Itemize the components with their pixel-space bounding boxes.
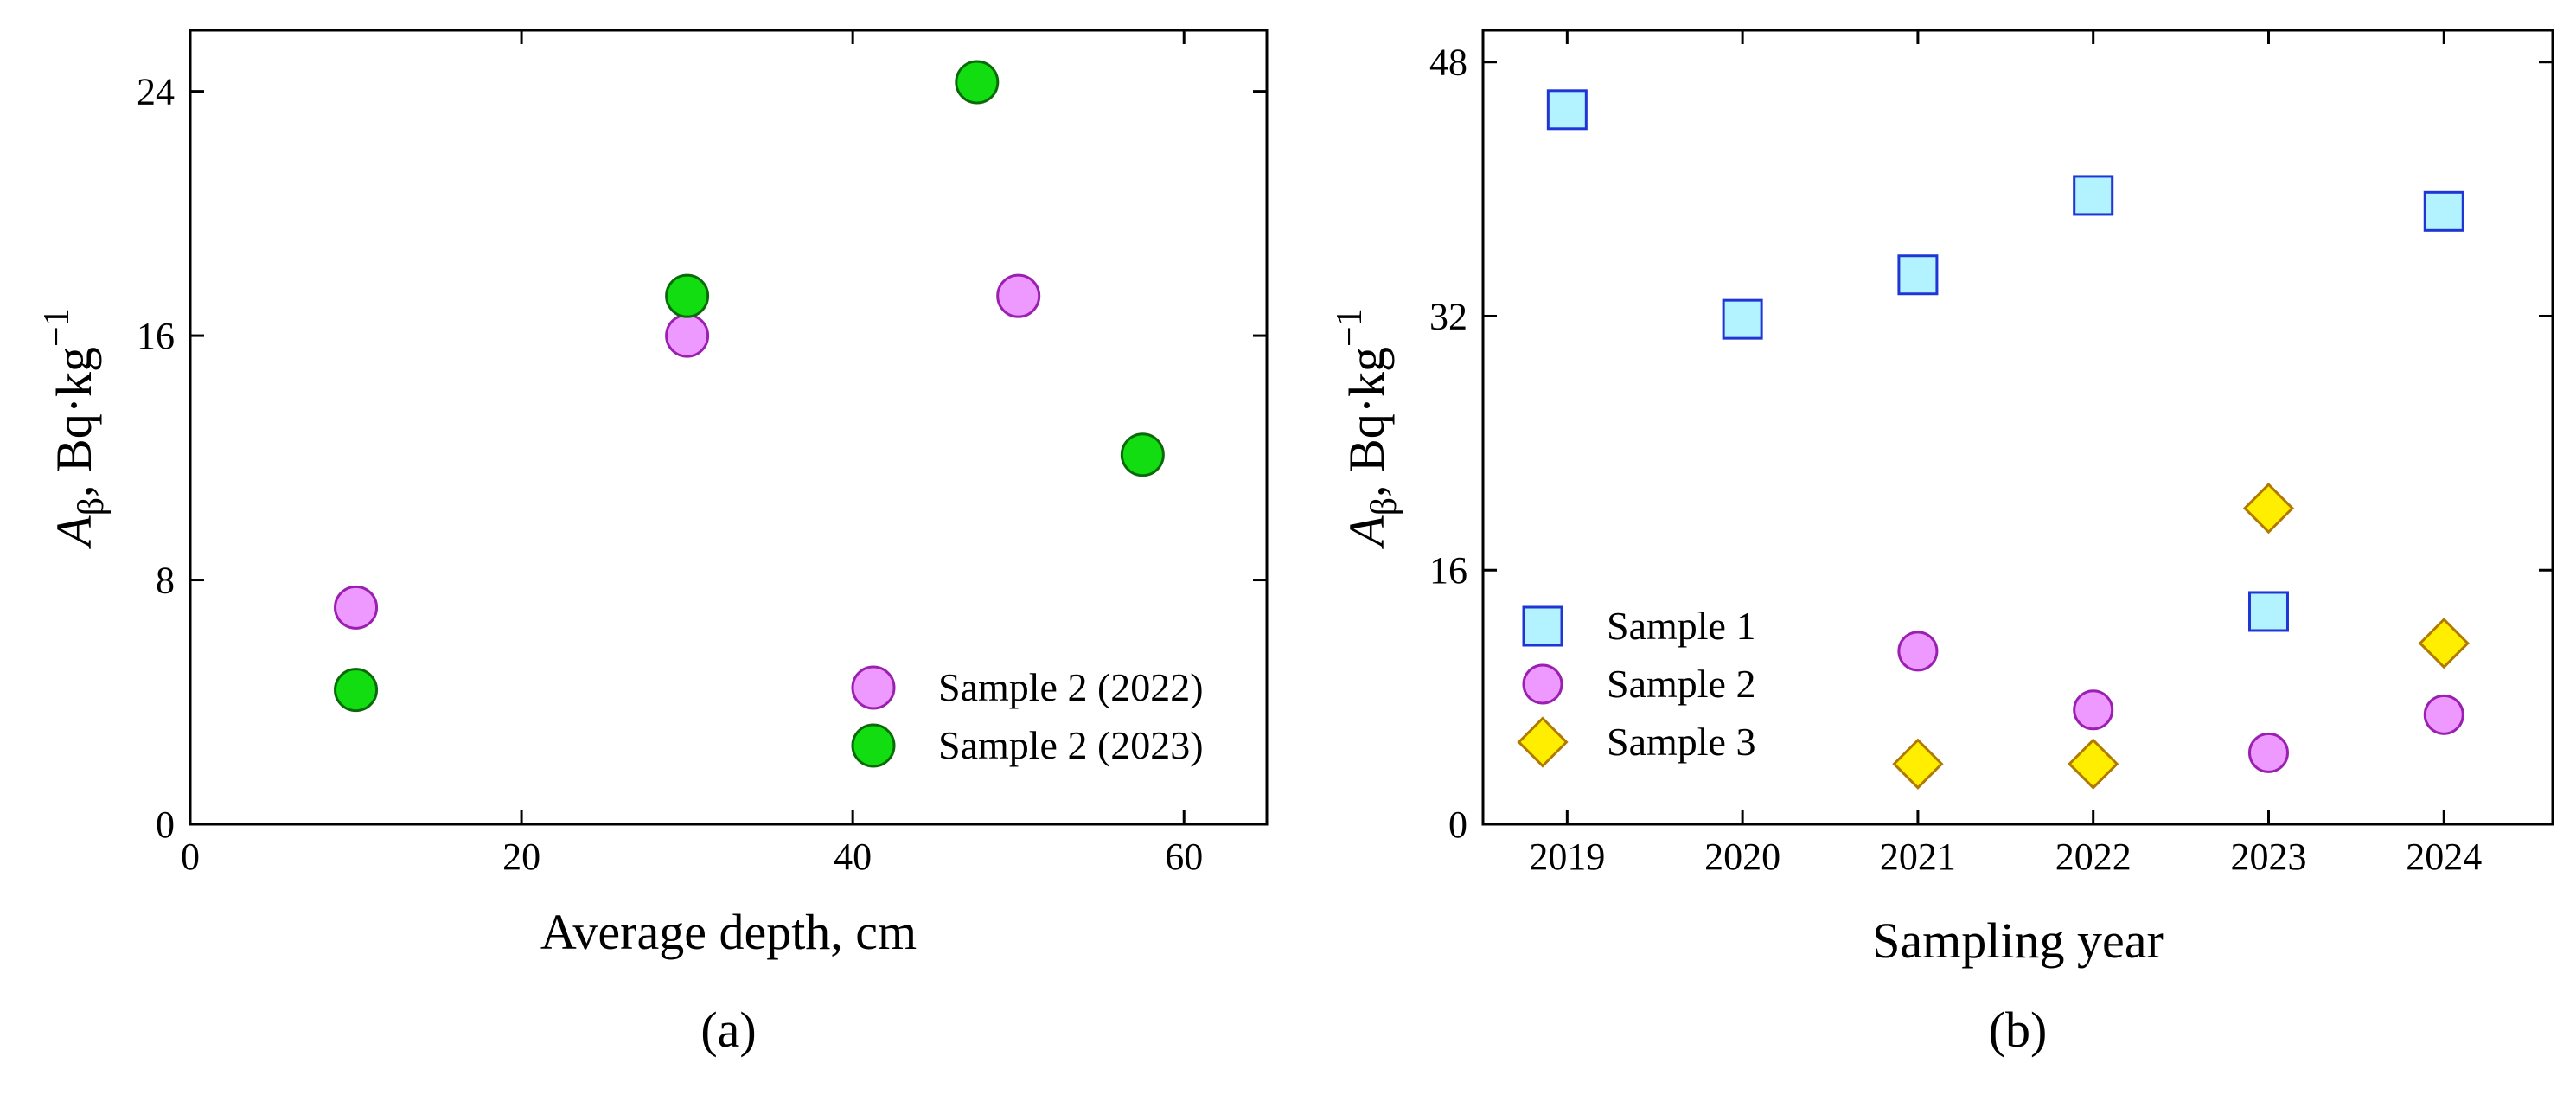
- panel-b: 2019 2020 2021 2022 2023 2024 0 16 32 48 Sample 1…: [1330, 29, 2554, 1058]
- data-point-2023: [1120, 432, 1165, 477]
- panel-b-plot-frame: [1481, 29, 2554, 826]
- panel-b-legend: Sample 1 Sample 2 Sample 3: [1517, 604, 1755, 768]
- data-point-sample-2: [2073, 689, 2114, 731]
- panel-b-data-points: [1546, 89, 2470, 790]
- legend-label: Sample 2: [1607, 662, 1755, 706]
- data-point-sample-3: [2068, 738, 2119, 790]
- legend-marker: [1522, 663, 1563, 705]
- data-point-2023: [334, 668, 379, 713]
- data-point-2022: [334, 585, 379, 630]
- y-tick-label: 0: [1448, 804, 1467, 846]
- legend-label: Sample 2 (2022): [938, 665, 1204, 709]
- panel-a-y-axis-label: Aβ, Bq·kg−1: [37, 308, 112, 550]
- legend-label: Sample 1: [1607, 604, 1755, 648]
- panel-a-y-subscript: β: [72, 497, 112, 515]
- x-tick-label: 60: [1165, 836, 1203, 878]
- data-point-2022: [996, 273, 1041, 318]
- panel-a-plot-frame: [189, 29, 1269, 826]
- panel-b-ticks: 2019 2020 2021 2022 2023 2024 0 16 32 48: [1429, 30, 2553, 878]
- data-point-sample-1: [1546, 89, 1588, 131]
- data-point-sample-1: [1722, 298, 1763, 340]
- y-tick-label: 48: [1429, 42, 1467, 84]
- panel-b-y-subscript: β: [1365, 497, 1404, 515]
- data-point-2023: [955, 60, 1000, 105]
- x-tick-label: 40: [834, 836, 872, 878]
- panel-b-x-axis-label: Sampling year: [1872, 912, 2164, 969]
- x-tick-label: 2020: [1704, 836, 1780, 878]
- x-tick-label: 2024: [2406, 836, 2482, 878]
- x-tick-label: 20: [502, 836, 540, 878]
- y-tick-label: 16: [137, 315, 175, 357]
- panel-a-data-points: [334, 60, 1165, 713]
- y-tick-label: 24: [137, 71, 175, 113]
- data-point-2022: [665, 313, 710, 358]
- y-tick-label: 0: [156, 804, 175, 846]
- legend-marker: [851, 665, 896, 710]
- legend-marker: [1517, 716, 1569, 768]
- panel-a-legend: Sample 2 (2022) Sample 2 (2023): [851, 665, 1204, 768]
- y-tick-label: 32: [1429, 295, 1467, 337]
- data-point-sample-2: [2247, 732, 2289, 773]
- data-point-sample-3: [2418, 618, 2470, 669]
- x-tick-label: 2023: [2230, 836, 2306, 878]
- data-point-2023: [665, 273, 710, 318]
- y-tick-label: 16: [1429, 549, 1467, 592]
- data-point-sample-3: [2242, 483, 2295, 535]
- panel-a-label: (a): [700, 1002, 756, 1058]
- panel-a-ticks: 0 20 40 60 0 8 16 24: [137, 30, 1267, 878]
- panel-b-y-unit: , Bq·kg: [1339, 347, 1395, 497]
- legend-label: Sample 2 (2023): [938, 723, 1204, 767]
- legend-label: Sample 3: [1607, 720, 1755, 764]
- panel-a-y-superscript: −1: [37, 308, 77, 347]
- x-tick-label: 2021: [1880, 836, 1956, 878]
- data-point-sample-1: [1897, 254, 1939, 296]
- panel-a-x-axis-label: Average depth, cm: [540, 904, 917, 960]
- panel-b-y-axis-label: Aβ, Bq·kg−1: [1330, 308, 1404, 550]
- x-tick-label: 0: [181, 836, 200, 878]
- panel-b-y-superscript: −1: [1330, 308, 1370, 347]
- data-point-sample-1: [2073, 175, 2114, 216]
- panel-b-label: (b): [1989, 1002, 2048, 1058]
- data-point-sample-1: [2423, 190, 2464, 232]
- data-point-sample-3: [1892, 738, 1944, 790]
- legend-marker: [1522, 605, 1563, 647]
- legend-marker: [851, 723, 896, 768]
- data-point-sample-2: [1897, 631, 1939, 672]
- panel-a-y-symbol: A: [46, 515, 102, 550]
- panel-a-y-unit: , Bq·kg: [46, 347, 102, 497]
- x-tick-label: 2019: [1529, 836, 1605, 878]
- y-tick-label: 8: [156, 560, 175, 602]
- data-point-sample-1: [2247, 591, 2289, 632]
- data-point-sample-2: [2423, 694, 2464, 735]
- panel-b-y-symbol: A: [1339, 515, 1395, 550]
- x-tick-label: 2022: [2055, 836, 2132, 878]
